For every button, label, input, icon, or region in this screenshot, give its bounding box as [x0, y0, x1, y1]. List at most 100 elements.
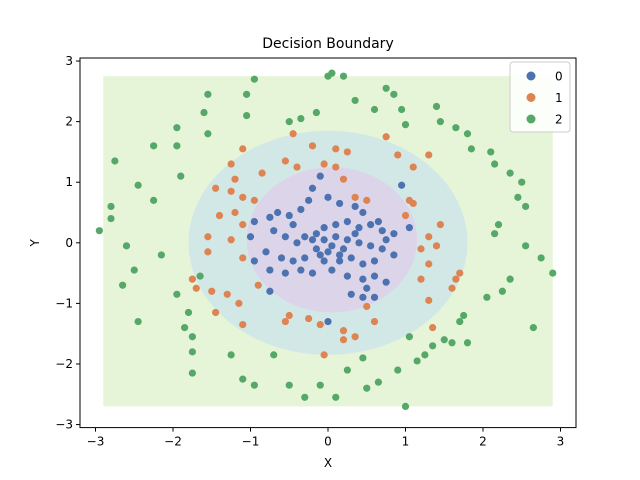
data-point-class-1 — [305, 314, 313, 323]
x-axis-ticks: −3 −2 −1 0 1 2 3 — [87, 427, 565, 449]
data-point-class-0 — [343, 217, 351, 226]
data-point-class-2 — [498, 287, 506, 295]
data-point-class-0 — [266, 266, 274, 274]
x-tick-label: 0 — [324, 435, 332, 449]
data-point-class-2 — [95, 227, 103, 235]
data-point-class-0 — [270, 227, 278, 235]
data-point-class-0 — [266, 287, 274, 295]
data-point-class-0 — [332, 233, 340, 241]
data-point-class-1 — [425, 260, 433, 268]
data-point-class-0 — [405, 224, 413, 232]
data-point-class-2 — [316, 381, 324, 389]
data-point-class-1 — [363, 302, 371, 311]
data-point-class-0 — [359, 208, 367, 217]
data-point-class-2 — [522, 242, 530, 250]
y-tick-label: −2 — [55, 357, 73, 371]
data-point-class-0 — [316, 251, 324, 259]
data-point-class-1 — [223, 290, 231, 298]
legend-marker-class-0 — [526, 71, 536, 81]
data-point-class-2 — [150, 142, 158, 150]
data-point-class-1 — [235, 299, 243, 307]
data-point-class-0 — [328, 266, 336, 274]
data-point-class-2 — [332, 393, 340, 401]
data-point-class-1 — [239, 254, 247, 262]
y-tick-label: 3 — [65, 54, 73, 68]
data-point-class-2 — [390, 90, 398, 98]
data-point-class-0 — [308, 236, 317, 244]
data-point-class-1 — [320, 160, 328, 168]
data-point-class-2 — [243, 90, 251, 98]
data-point-class-0 — [308, 184, 317, 192]
data-point-class-1 — [192, 284, 200, 292]
data-point-class-2 — [107, 202, 115, 211]
data-point-class-1 — [320, 351, 328, 359]
data-point-class-1 — [293, 163, 301, 171]
data-point-class-2 — [200, 108, 208, 117]
data-point-class-0 — [308, 269, 317, 277]
x-tick-label: −3 — [87, 435, 105, 449]
data-point-class-1 — [215, 211, 224, 220]
data-point-class-0 — [324, 193, 332, 201]
data-point-class-1 — [281, 157, 289, 165]
data-point-class-0 — [370, 293, 379, 301]
data-point-class-1 — [212, 184, 220, 192]
data-point-class-1 — [382, 133, 390, 141]
data-point-class-1 — [188, 275, 196, 283]
data-point-class-0 — [312, 230, 320, 238]
data-point-class-2 — [460, 311, 468, 320]
data-point-class-1 — [212, 308, 220, 317]
data-point-class-2 — [440, 336, 448, 344]
data-point-class-2 — [398, 105, 406, 114]
data-point-class-1 — [425, 296, 433, 304]
data-point-class-1 — [351, 193, 359, 201]
data-point-class-1 — [425, 151, 433, 159]
data-point-class-0 — [347, 254, 355, 262]
data-point-class-0 — [351, 202, 359, 211]
data-point-class-2 — [421, 351, 429, 359]
data-point-class-2 — [374, 378, 382, 386]
data-point-class-0 — [355, 224, 363, 232]
data-point-class-2 — [522, 202, 530, 211]
data-point-class-0 — [336, 251, 344, 259]
data-point-class-2 — [270, 351, 278, 359]
data-point-class-0 — [250, 257, 258, 265]
legend: 0 1 2 — [509, 61, 571, 133]
data-point-class-1 — [425, 233, 433, 241]
data-point-class-0 — [382, 236, 390, 244]
data-point-class-2 — [405, 333, 413, 341]
y-tick-label: 0 — [65, 236, 73, 250]
data-point-class-2 — [452, 124, 460, 132]
data-point-class-2 — [188, 333, 196, 341]
data-point-class-1 — [339, 327, 348, 335]
data-point-class-0 — [378, 227, 386, 235]
data-point-class-1 — [394, 151, 402, 159]
y-tick-label: −1 — [55, 296, 73, 310]
data-point-class-2 — [173, 142, 181, 150]
data-point-class-0 — [382, 278, 390, 286]
data-point-class-2 — [494, 221, 503, 229]
data-point-class-1 — [332, 163, 340, 171]
data-point-class-2 — [518, 178, 526, 186]
data-point-class-2 — [487, 148, 495, 156]
data-point-class-2 — [111, 157, 119, 165]
data-point-class-2 — [150, 196, 158, 204]
data-point-class-2 — [188, 348, 196, 356]
data-point-class-1 — [239, 193, 247, 201]
data-point-class-1 — [258, 169, 266, 177]
data-point-class-2 — [413, 357, 421, 365]
data-point-class-2 — [188, 369, 196, 377]
data-point-class-0 — [398, 181, 406, 189]
data-point-class-2 — [177, 172, 185, 180]
data-point-class-0 — [285, 211, 293, 220]
data-point-class-0 — [316, 172, 324, 180]
data-point-class-0 — [297, 205, 305, 214]
data-point-class-2 — [456, 317, 464, 326]
data-point-class-2 — [173, 290, 181, 298]
data-point-class-1 — [239, 320, 247, 329]
data-point-class-0 — [332, 221, 340, 229]
data-point-class-2 — [463, 130, 472, 138]
x-tick-label: 3 — [557, 435, 565, 449]
data-point-class-2 — [297, 114, 305, 123]
data-point-class-1 — [436, 221, 444, 229]
data-point-class-0 — [336, 199, 344, 208]
